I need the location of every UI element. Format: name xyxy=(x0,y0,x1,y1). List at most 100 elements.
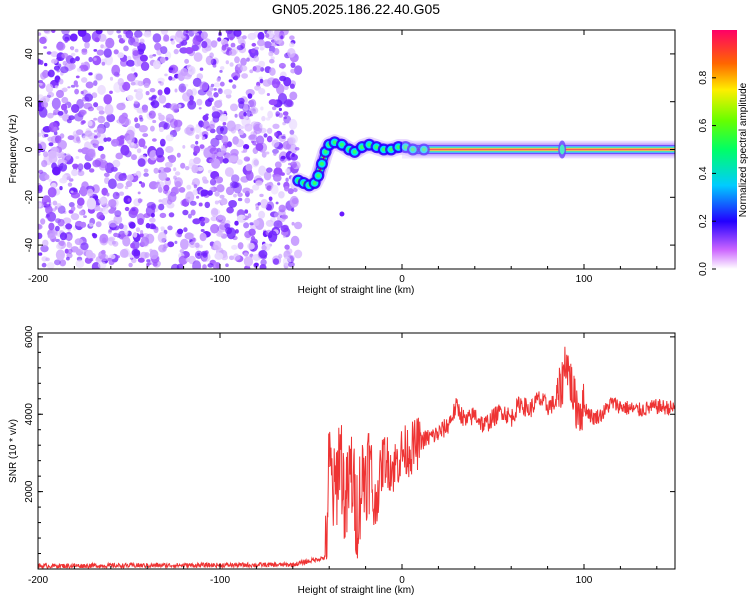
noise-speckle xyxy=(57,140,67,150)
noise-speckle xyxy=(110,166,118,172)
noise-speckle xyxy=(209,178,217,186)
noise-speckle xyxy=(38,132,42,137)
noise-speckle xyxy=(283,77,292,87)
snr-series xyxy=(38,346,675,569)
noise-speckle xyxy=(233,193,237,198)
noise-speckle xyxy=(137,218,144,225)
noise-speckle xyxy=(101,61,106,66)
noise-speckle xyxy=(280,35,284,39)
noise-speckle xyxy=(163,105,167,108)
noise-speckle xyxy=(51,162,57,170)
noise-speckle xyxy=(258,60,266,68)
noise-speckle xyxy=(55,238,60,243)
noise-speckle xyxy=(211,111,221,119)
noise-speckle xyxy=(133,173,137,176)
spectrogram-ytick-label: 0 xyxy=(24,146,35,152)
noise-speckle xyxy=(288,118,298,130)
noise-speckle xyxy=(149,249,159,260)
noise-speckle xyxy=(240,215,246,220)
noise-speckle xyxy=(163,184,170,192)
noise-speckle xyxy=(46,51,52,55)
noise-speckle xyxy=(125,30,134,39)
noise-speckle xyxy=(177,228,184,235)
ridge-blob-center xyxy=(359,145,364,150)
noise-speckle xyxy=(253,262,259,268)
noise-speckle xyxy=(289,129,295,135)
spectrogram-ytick-label: 40 xyxy=(24,48,35,60)
noise-speckle xyxy=(66,242,73,248)
noise-speckle xyxy=(194,250,203,259)
noise-speckle xyxy=(281,214,288,220)
colorbar-label: Normalized spectral amplitude xyxy=(738,82,749,217)
noise-speckle xyxy=(109,76,114,81)
noise-speckle xyxy=(234,56,240,64)
noise-speckle xyxy=(197,166,204,172)
noise-speckle xyxy=(217,37,222,42)
noise-speckle xyxy=(173,48,179,55)
noise-speckle xyxy=(288,138,294,145)
noise-speckle xyxy=(214,200,219,205)
noise-speckle xyxy=(139,38,145,44)
noise-speckle xyxy=(164,87,171,95)
noise-speckle xyxy=(165,134,174,142)
noise-speckle xyxy=(42,239,49,247)
noise-speckle xyxy=(85,81,94,89)
noise-speckle xyxy=(112,191,120,200)
noise-speckle xyxy=(225,263,229,268)
noise-speckle xyxy=(38,107,48,118)
noise-speckle xyxy=(47,91,55,98)
noise-speckle xyxy=(102,203,110,209)
noise-speckle xyxy=(246,157,250,162)
noise-speckle xyxy=(272,106,277,111)
noise-speckle xyxy=(273,174,282,182)
noise-speckle xyxy=(145,91,150,96)
noise-speckle xyxy=(41,262,47,268)
noise-speckle xyxy=(106,137,112,142)
noise-speckle xyxy=(294,249,303,259)
noise-speckle xyxy=(289,83,295,89)
noise-speckle xyxy=(259,264,267,269)
noise-speckle xyxy=(229,155,238,163)
noise-speckle xyxy=(155,183,162,189)
noise-speckle xyxy=(249,99,257,108)
noise-speckle xyxy=(184,58,190,64)
noise-speckle xyxy=(258,88,266,95)
snr-xtick-label: -100 xyxy=(210,575,230,586)
noise-speckle xyxy=(160,226,165,230)
noise-speckle xyxy=(51,208,57,212)
noise-speckle xyxy=(230,42,236,48)
noise-speckle xyxy=(137,198,142,204)
noise-speckle xyxy=(93,80,98,86)
colorbar-tick-label: 0.4 xyxy=(698,166,709,180)
noise-speckle xyxy=(103,172,110,177)
noise-speckle xyxy=(255,206,259,211)
noise-speckle xyxy=(234,220,239,226)
noise-speckle xyxy=(109,90,113,95)
colorbar-tick-label: 0.8 xyxy=(698,70,709,84)
noise-speckle xyxy=(149,88,156,93)
noise-speckle xyxy=(71,205,76,212)
noise-speckle xyxy=(161,198,169,205)
noise-speckle xyxy=(272,148,279,154)
noise-speckle xyxy=(81,120,86,124)
noise-speckle xyxy=(60,66,69,74)
noise-speckle xyxy=(148,262,152,266)
noise-speckle xyxy=(221,44,227,51)
noise-speckle xyxy=(258,210,266,219)
noise-speckle xyxy=(213,88,217,91)
noise-speckle xyxy=(242,187,251,194)
noise-speckle xyxy=(260,259,267,266)
noise-speckle xyxy=(116,30,121,34)
noise-speckle xyxy=(168,154,177,163)
noise-speckle xyxy=(274,161,282,169)
noise-speckle xyxy=(77,197,85,206)
noise-speckle xyxy=(210,207,219,217)
noise-speckle xyxy=(41,160,48,168)
noise-speckle xyxy=(70,52,76,57)
noise-speckle xyxy=(139,233,144,238)
noise-speckle xyxy=(142,133,149,138)
noise-speckle xyxy=(84,93,93,102)
noise-speckle xyxy=(138,125,148,133)
noise-speckle xyxy=(85,249,94,259)
